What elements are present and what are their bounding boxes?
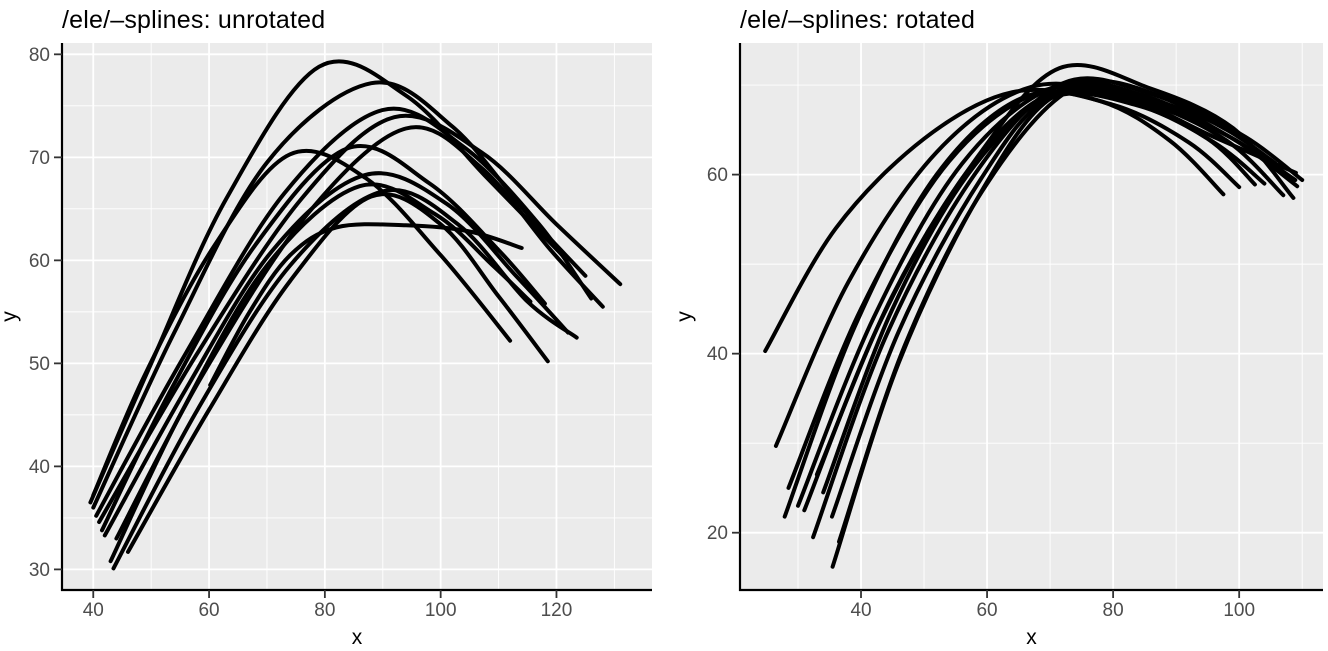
y-tick-label: 80 bbox=[29, 45, 50, 66]
spline-curve-1 bbox=[763, 87, 1226, 353]
spline-curve-5 bbox=[796, 79, 1300, 508]
y-tick-label: 50 bbox=[29, 354, 50, 375]
y-tick-label: 30 bbox=[29, 560, 50, 581]
x-axis-title: x bbox=[1026, 626, 1037, 649]
spline-curve-6 bbox=[102, 171, 570, 538]
curves-group bbox=[88, 59, 623, 571]
spline-curve-3 bbox=[782, 89, 1242, 519]
spline-curve-4 bbox=[97, 113, 623, 524]
plot-title-rotated: /ele/–splines: rotated bbox=[740, 6, 976, 34]
x-tick-label: 80 bbox=[1103, 600, 1124, 621]
spline-curve-11 bbox=[114, 125, 605, 541]
curves-group bbox=[763, 62, 1305, 569]
x-tick-label: 100 bbox=[425, 600, 457, 621]
spline-curve-3 bbox=[94, 106, 594, 518]
x-tick-label: 80 bbox=[314, 600, 335, 621]
spline-curve-10 bbox=[126, 192, 550, 554]
y-tick-label: 20 bbox=[707, 523, 728, 544]
x-tick-label: 60 bbox=[198, 600, 219, 621]
x-tick-label: 60 bbox=[976, 600, 997, 621]
x-tick-label: 120 bbox=[541, 600, 573, 621]
y-tick-label: 40 bbox=[707, 344, 728, 365]
chart-panel-unrotated: 40 60 80 100 120 30 40 50 60 70 80 x y bbox=[0, 43, 652, 649]
plot-unrotated: /ele/–splines: unrotated 40 60 80 100 120 30 4… bbox=[0, 6, 652, 649]
x-tick-label: 100 bbox=[1223, 600, 1255, 621]
spline-curve-12 bbox=[837, 79, 1305, 544]
spline-curve-5 bbox=[100, 144, 547, 533]
chart-panel-rotated: 40 60 80 100 20 40 60 x y bbox=[673, 43, 1323, 649]
y-tick-label: 40 bbox=[29, 457, 50, 478]
y-tick-label: 60 bbox=[707, 165, 728, 186]
x-tick-label: 40 bbox=[83, 600, 104, 621]
spline-curve-12 bbox=[208, 222, 524, 387]
spline-curve-2 bbox=[91, 80, 588, 510]
x-tick-label: 40 bbox=[850, 600, 871, 621]
plot-title-unrotated: /ele/–splines: unrotated bbox=[62, 6, 326, 34]
y-tick-label: 70 bbox=[29, 148, 50, 169]
spline-curve-10 bbox=[830, 91, 1267, 519]
y-tick-label: 60 bbox=[29, 251, 50, 272]
plot-rotated: /ele/–splines: rotated 40 60 80 100 20 40 60 x y bbox=[664, 0, 1328, 651]
y-axis-title: y bbox=[673, 311, 696, 322]
spline-curve-7 bbox=[91, 148, 513, 498]
spline-curve-9 bbox=[821, 82, 1279, 495]
spline-curve-2 bbox=[773, 81, 1298, 448]
y-axis-title: y bbox=[0, 311, 21, 322]
x-axis-title: x bbox=[352, 626, 363, 649]
